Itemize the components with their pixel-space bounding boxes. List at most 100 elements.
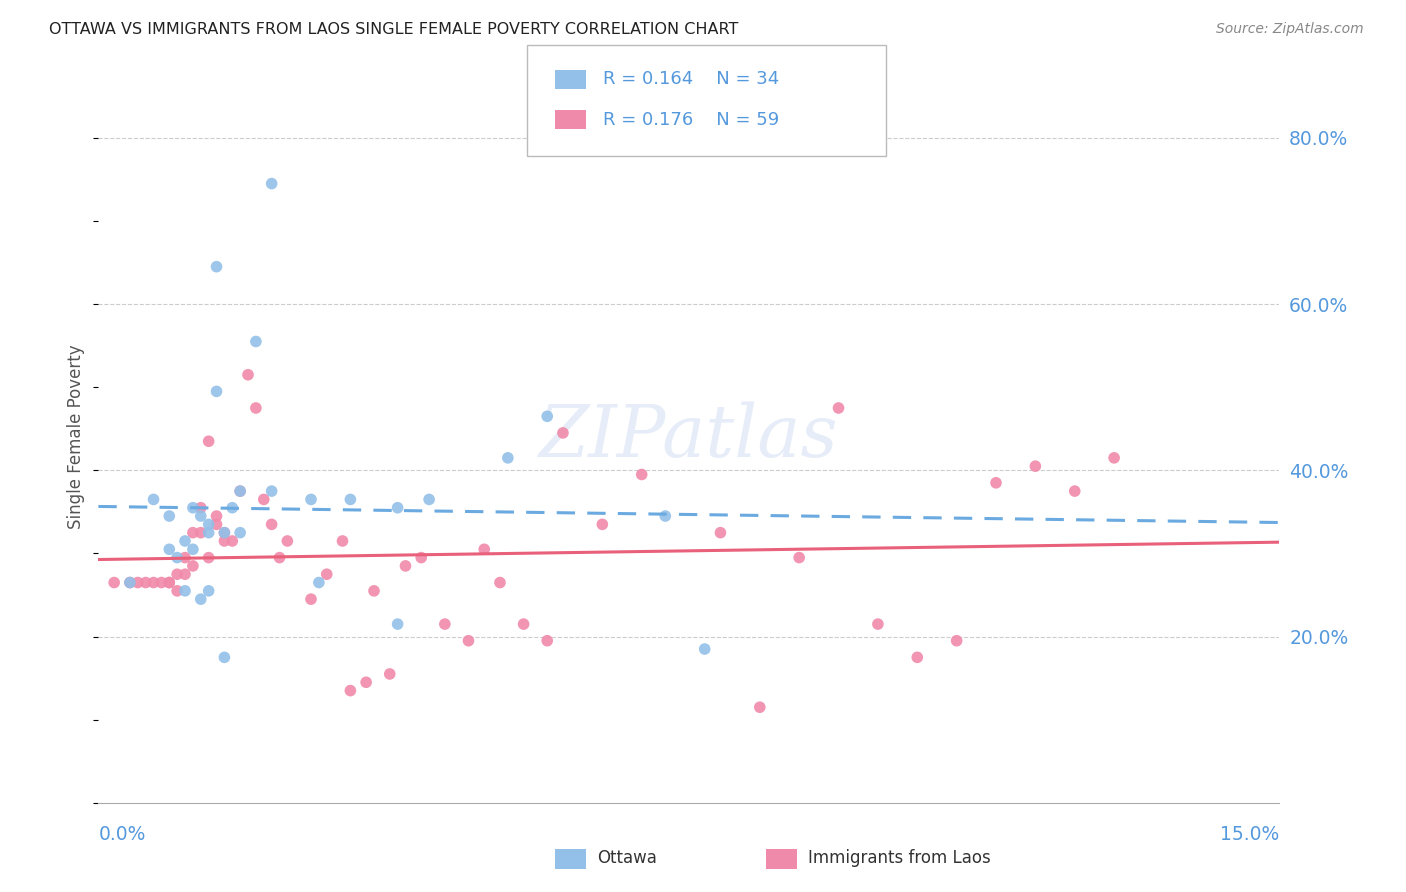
Point [245,401,267,415]
Point [299,592,322,607]
Point [866,617,889,632]
Point [418,492,440,507]
Point [166,567,188,582]
Point [174,583,197,598]
Point [205,260,228,274]
Point [190,509,212,524]
Point [253,492,276,507]
Point [1102,450,1125,465]
Point [197,434,219,449]
Point [269,550,291,565]
Point [181,500,204,515]
Point [190,592,212,607]
Point [276,533,298,548]
Point [945,633,967,648]
Point [205,509,228,524]
Text: ZIPatlas: ZIPatlas [538,401,839,473]
Text: OTTAWA VS IMMIGRANTS FROM LAOS SINGLE FEMALE POVERTY CORRELATION CHART: OTTAWA VS IMMIGRANTS FROM LAOS SINGLE FE… [49,22,738,37]
Point [190,500,212,515]
Point [135,575,157,590]
Point [748,700,770,714]
Point [190,525,212,540]
Point [354,675,377,690]
Point [221,533,243,548]
Point [197,583,219,598]
Point [181,525,204,540]
Point [654,509,676,524]
Point [551,425,574,440]
Point [205,384,228,399]
Point [591,517,613,532]
Y-axis label: Single Female Poverty: Single Female Poverty [67,345,86,529]
Point [229,484,252,499]
Point [103,575,125,590]
Point [984,475,1007,490]
Point [339,492,361,507]
Point [512,617,534,632]
Point [387,500,409,515]
Point [536,409,558,424]
Point [457,633,479,648]
Point [205,517,228,532]
Point [709,525,731,540]
Point [214,525,236,540]
Point [174,533,197,548]
Text: Source: ZipAtlas.com: Source: ZipAtlas.com [1216,22,1364,37]
Point [166,583,188,598]
Point [1063,484,1085,499]
Point [157,575,180,590]
Point [197,525,219,540]
Point [411,550,433,565]
Point [245,334,267,349]
Point [214,525,236,540]
Point [174,567,197,582]
Point [339,683,361,698]
Point [260,484,283,499]
Point [174,550,197,565]
Point [197,517,219,532]
Text: R = 0.176    N = 59: R = 0.176 N = 59 [603,111,779,128]
Point [221,500,243,515]
Point [363,583,385,598]
Point [118,575,141,590]
Point [236,368,259,382]
Point [394,558,416,573]
Point [472,542,495,557]
Point [214,533,236,548]
Point [229,525,252,540]
Point [905,650,928,665]
Point [299,492,322,507]
Point [118,575,141,590]
Point [157,509,180,524]
Point [1024,459,1046,474]
Point [536,633,558,648]
Point [181,558,204,573]
Point [157,575,180,590]
Text: R = 0.164    N = 34: R = 0.164 N = 34 [603,70,779,88]
Point [229,484,252,499]
Point [127,575,149,590]
Point [630,467,652,482]
Text: Immigrants from Laos: Immigrants from Laos [808,849,991,867]
Text: 0.0%: 0.0% [98,824,146,844]
Point [827,401,849,415]
Point [387,617,409,632]
Point [260,177,283,191]
Point [308,575,330,590]
Text: Ottawa: Ottawa [598,849,658,867]
Text: 15.0%: 15.0% [1220,824,1279,844]
Point [260,517,283,532]
Point [181,542,204,557]
Point [496,450,519,465]
Point [157,542,180,557]
Point [693,642,716,657]
Point [378,667,401,681]
Point [142,492,165,507]
Point [150,575,173,590]
Point [142,575,165,590]
Point [489,575,512,590]
Point [332,533,354,548]
Point [214,650,236,665]
Point [166,550,188,565]
Point [433,617,456,632]
